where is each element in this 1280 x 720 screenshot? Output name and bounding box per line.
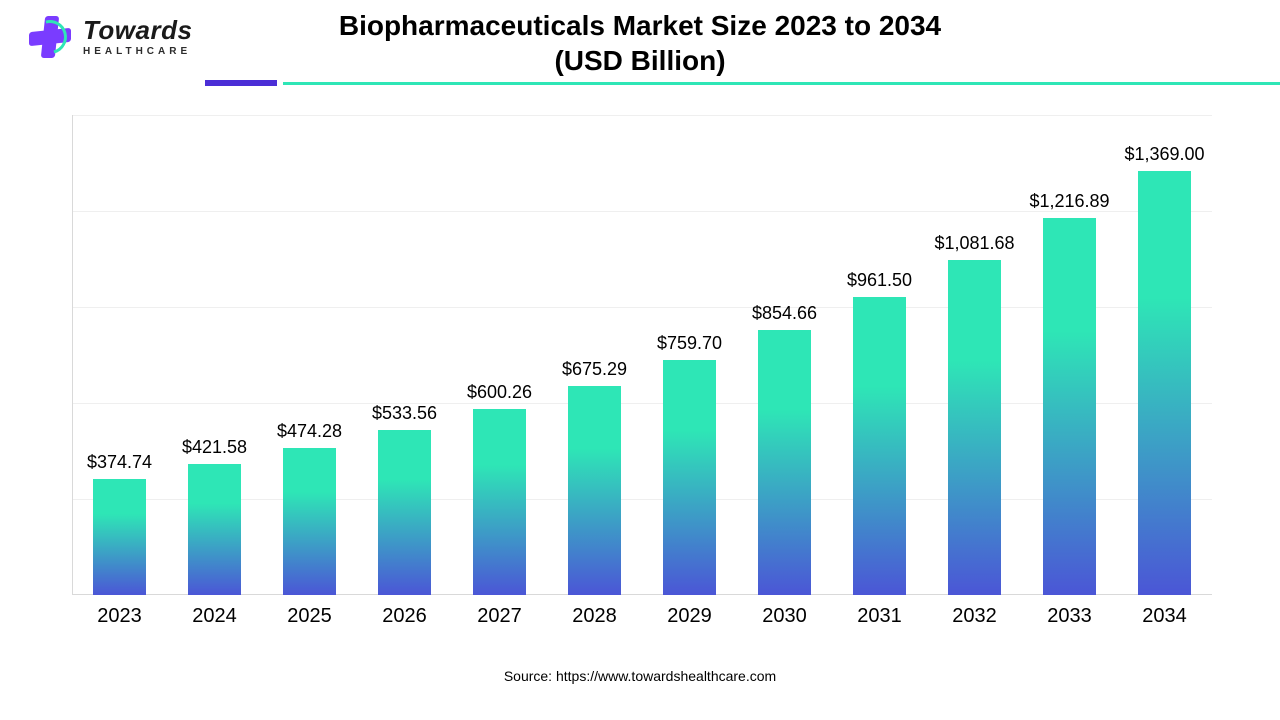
bar-slot: $374.74 (93, 115, 145, 595)
value-label: $374.74 (78, 452, 162, 473)
value-label: $759.70 (648, 333, 732, 354)
bar-slot: $1,081.68 (948, 115, 1000, 595)
value-label: $533.56 (363, 403, 447, 424)
x-axis-label: 2032 (927, 605, 1022, 628)
x-axis-label: 2031 (832, 605, 927, 628)
decorative-rule (205, 80, 1280, 86)
x-axis-label: 2033 (1022, 605, 1117, 628)
bar (1043, 218, 1095, 595)
bar-chart: $374.74 $421.58 $474.28 $533.56 $600.26 $675.… (72, 115, 1212, 635)
bar (473, 409, 525, 595)
x-axis-label: 2027 (452, 605, 547, 628)
value-label: $961.50 (838, 270, 922, 291)
bars-container: $374.74 $421.58 $474.28 $533.56 $600.26 $675.… (72, 115, 1212, 595)
bar-slot: $854.66 (758, 115, 810, 595)
bar-slot: $961.50 (853, 115, 905, 595)
bar-slot: $1,369.00 (1138, 115, 1190, 595)
chart-title: Biopharmaceuticals Market Size 2023 to 2… (0, 8, 1280, 78)
x-axis-label: 2026 (357, 605, 452, 628)
source-text: Source: https://www.towardshealthcare.co… (0, 668, 1280, 684)
bar (378, 430, 430, 595)
x-axis-label: 2024 (167, 605, 262, 628)
page: Towards HEALTHCARE Biopharmaceuticals Ma… (0, 0, 1280, 720)
bar (93, 479, 145, 595)
title-line-1: Biopharmaceuticals Market Size 2023 to 2… (0, 8, 1280, 43)
value-label: $854.66 (743, 303, 827, 324)
bar (948, 260, 1000, 595)
value-label: $1,369.00 (1123, 144, 1207, 165)
bar (853, 297, 905, 595)
value-label: $1,216.89 (1028, 191, 1112, 212)
bar (188, 464, 240, 595)
bar (283, 448, 335, 595)
x-axis-label: 2034 (1117, 605, 1212, 628)
value-label: $600.26 (458, 382, 542, 403)
bar-slot: $421.58 (188, 115, 240, 595)
bar (663, 360, 715, 595)
bar (1138, 171, 1190, 595)
bar-slot: $533.56 (378, 115, 430, 595)
value-label: $421.58 (173, 437, 257, 458)
title-line-2: (USD Billion) (0, 43, 1280, 78)
value-label: $474.28 (268, 421, 352, 442)
x-axis-label: 2028 (547, 605, 642, 628)
bar (568, 386, 620, 595)
bar-slot: $1,216.89 (1043, 115, 1095, 595)
bar-slot: $675.29 (568, 115, 620, 595)
bar-slot: $759.70 (663, 115, 715, 595)
x-axis-label: 2029 (642, 605, 737, 628)
bar-slot: $474.28 (283, 115, 335, 595)
x-axis-labels: 2023202420252026202720282029203020312032… (72, 605, 1212, 635)
x-axis-label: 2023 (72, 605, 167, 628)
value-label: $675.29 (553, 359, 637, 380)
x-axis-label: 2030 (737, 605, 832, 628)
bar-slot: $600.26 (473, 115, 525, 595)
value-label: $1,081.68 (933, 233, 1017, 254)
x-axis-label: 2025 (262, 605, 357, 628)
bar (758, 330, 810, 595)
